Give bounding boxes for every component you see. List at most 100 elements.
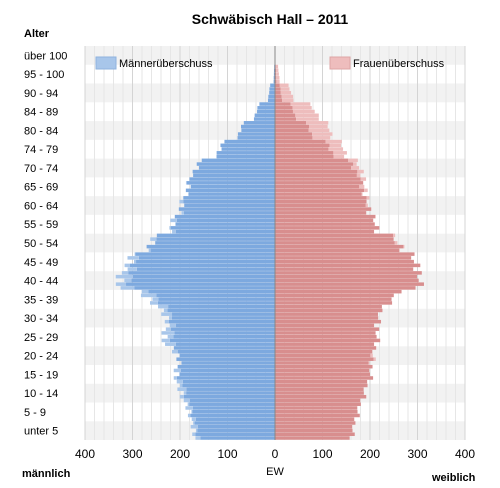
bar-women-surplus xyxy=(361,192,363,196)
bar-women xyxy=(275,229,375,234)
bar-men xyxy=(155,241,275,245)
bar-men xyxy=(183,394,275,399)
age-label: 35 - 39 xyxy=(24,294,58,306)
bar-men xyxy=(237,132,275,136)
bar-men-surplus xyxy=(161,312,173,316)
bar-men xyxy=(221,147,275,151)
bar-women xyxy=(275,181,364,185)
bar-women xyxy=(275,346,377,350)
bar-men xyxy=(269,87,275,91)
bar-women-surplus xyxy=(365,203,368,208)
age-label: 65 - 69 xyxy=(24,182,58,194)
bar-women xyxy=(275,372,370,376)
bar-men xyxy=(183,196,275,200)
age-label: über 100 xyxy=(24,50,67,62)
bar-women xyxy=(275,87,281,91)
bar-men-surplus xyxy=(187,402,190,406)
age-label: 74 - 79 xyxy=(24,144,58,156)
bar-men xyxy=(259,102,275,106)
right-side-label: weiblich xyxy=(431,472,476,484)
bar-men xyxy=(150,248,275,253)
bar-women xyxy=(275,252,415,256)
bar-men-surplus xyxy=(148,248,151,253)
age-label: 55 - 59 xyxy=(24,219,58,231)
bar-women xyxy=(275,94,282,99)
bar-women xyxy=(275,361,369,365)
bar-women xyxy=(275,409,358,414)
bar-men-surplus xyxy=(176,379,183,384)
bar-women xyxy=(275,211,367,215)
x-tick-label: 400 xyxy=(455,447,475,461)
bar-men xyxy=(170,327,275,331)
bar-women xyxy=(275,147,329,151)
bar-women-surplus xyxy=(372,364,373,369)
bar-women xyxy=(275,248,400,253)
bar-men-surplus xyxy=(173,368,181,373)
bar-men xyxy=(171,316,275,320)
bar-women-surplus xyxy=(329,143,341,148)
bar-women-surplus xyxy=(403,244,405,249)
bar-men-surplus xyxy=(127,256,139,260)
bar-men xyxy=(183,211,275,215)
bar-men xyxy=(136,267,275,271)
bar-men xyxy=(174,214,275,219)
bar-men-surplus xyxy=(127,267,137,271)
bar-women-surplus xyxy=(348,158,358,163)
bar-men-surplus xyxy=(191,409,193,414)
bar-men xyxy=(273,68,275,73)
bar-women xyxy=(275,391,364,395)
bar-men xyxy=(220,143,275,148)
bar-women-surplus xyxy=(280,91,292,95)
bar-women-surplus xyxy=(351,166,360,170)
bar-women-surplus xyxy=(364,188,368,193)
bar-women-surplus xyxy=(279,83,289,88)
bar-women xyxy=(275,91,281,95)
bar-women xyxy=(275,173,357,178)
bar-men xyxy=(270,83,275,88)
bar-women xyxy=(275,121,307,125)
bar-women xyxy=(275,72,277,76)
bar-women xyxy=(275,207,372,211)
bar-women-surplus xyxy=(292,106,312,110)
bar-women xyxy=(275,286,416,290)
bar-men-surplus xyxy=(183,398,190,403)
bar-men-surplus xyxy=(124,263,130,268)
bar-women xyxy=(275,327,380,331)
bar-women-surplus xyxy=(282,98,294,103)
bar-men xyxy=(182,379,275,384)
bar-women xyxy=(275,184,360,189)
bar-women xyxy=(275,124,310,129)
bar-men-surplus xyxy=(140,293,157,298)
legend-women-surplus-swatch xyxy=(329,56,351,70)
bar-women xyxy=(275,109,293,114)
bar-men xyxy=(198,166,275,170)
bar-women xyxy=(275,364,373,369)
bar-men-surplus xyxy=(134,252,136,256)
bar-men xyxy=(192,169,275,174)
bar-men xyxy=(224,139,275,144)
bar-men-surplus xyxy=(161,331,175,335)
bar-men xyxy=(243,121,275,125)
bar-men-surplus xyxy=(173,376,177,380)
bar-women xyxy=(275,417,355,421)
bar-women xyxy=(275,196,367,200)
bar-women xyxy=(275,353,371,358)
bar-men xyxy=(158,297,275,301)
bar-men xyxy=(216,151,275,155)
bar-women xyxy=(275,244,404,249)
age-label: 70 - 74 xyxy=(24,163,58,175)
bar-men xyxy=(175,222,275,226)
bar-men xyxy=(148,289,275,294)
age-label: 30 - 34 xyxy=(24,313,58,325)
chart-title: Schwäbisch Hall – 2011 xyxy=(192,11,349,27)
bar-men xyxy=(177,349,275,354)
bar-women xyxy=(275,237,394,241)
bar-men-surplus xyxy=(190,424,198,429)
bar-men-surplus xyxy=(187,413,191,418)
bar-women xyxy=(275,259,414,264)
bar-women xyxy=(275,398,361,403)
bar-women-surplus xyxy=(276,68,279,73)
bar-women xyxy=(275,316,379,320)
bar-women xyxy=(275,256,412,260)
bar-men xyxy=(168,319,275,324)
